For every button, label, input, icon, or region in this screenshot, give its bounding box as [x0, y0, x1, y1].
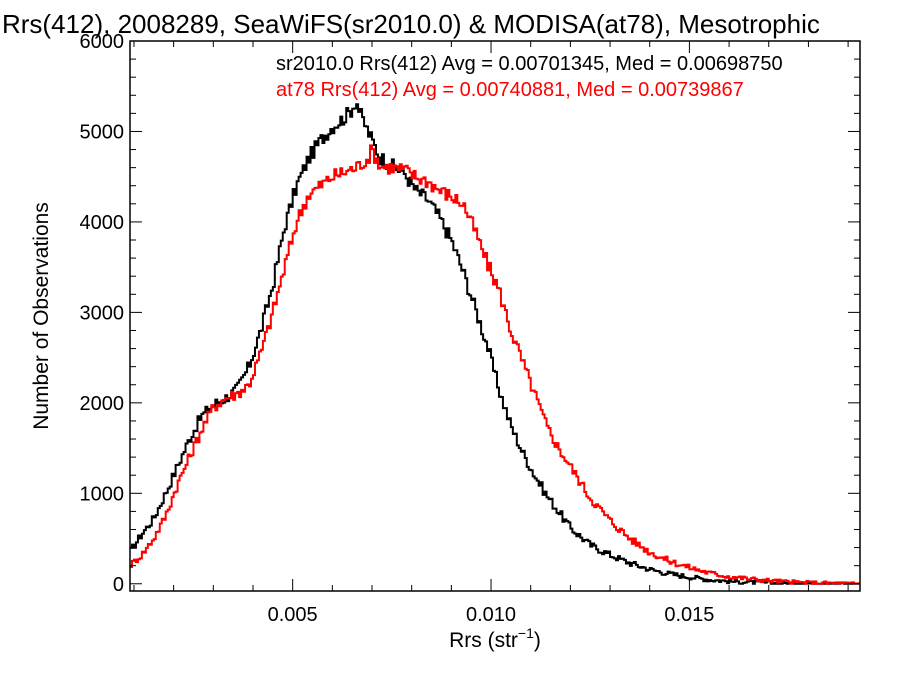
x-axis: 0.005 0.010 0.015 [133, 41, 849, 626]
x-axis-label-close: ) [534, 629, 541, 652]
legend-entry: sr2010.0 Rrs(412) Avg = 0.00701345, Med … [276, 53, 783, 75]
y-tick-label: 2000 [80, 393, 125, 415]
y-tick-label: 4000 [80, 212, 125, 234]
legend-entry: at78 Rrs(412) Avg = 0.00740881, Med = 0.… [276, 79, 744, 101]
y-axis: 0 1000 2000 3000 4000 5000 6000 [80, 31, 860, 596]
y-tick-label: 3000 [80, 302, 125, 324]
y-tick-label: 5000 [80, 121, 125, 143]
y-tick-label: 6000 [80, 31, 125, 53]
legend: sr2010.0 Rrs(412) Avg = 0.00701345, Med … [276, 53, 783, 101]
y-tick-label: 1000 [80, 483, 125, 505]
series-layer [130, 103, 860, 585]
plot-frame [129, 40, 861, 592]
series-line-sr2010 [130, 103, 860, 585]
y-tick-label: 0 [113, 574, 124, 596]
series-line-at78 [130, 144, 860, 585]
x-tick-label: 0.005 [268, 604, 318, 626]
x-axis-label: Rrs (str−1) [449, 625, 541, 652]
x-axis-label-base: Rrs (str [449, 629, 518, 652]
x-tick-label: 0.015 [664, 604, 714, 626]
x-axis-label-superscript: −1 [518, 625, 534, 641]
x-tick-label: 0.010 [466, 604, 516, 626]
y-axis-label: Number of Observations [30, 202, 53, 430]
chart-title: Rrs(412), 2008289, SeaWiFS(sr2010.0) & M… [2, 9, 820, 39]
